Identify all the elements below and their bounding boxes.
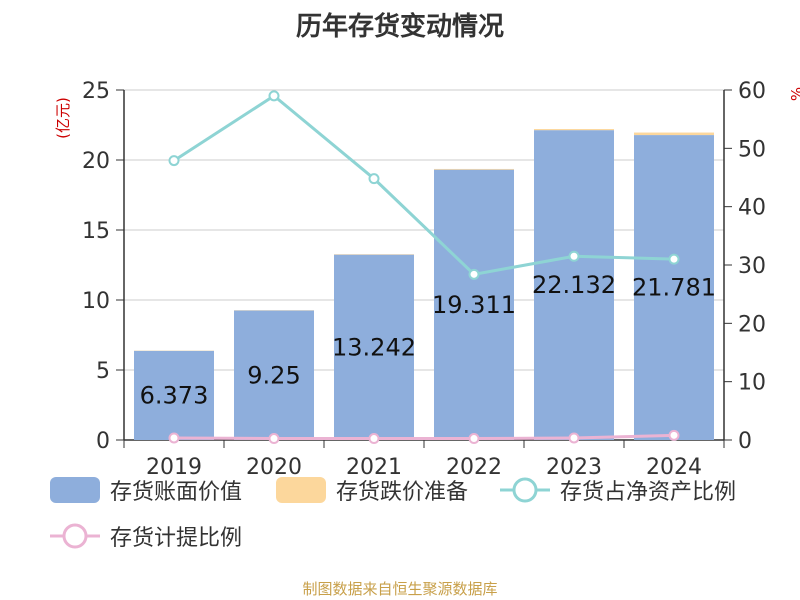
x-tick-label: 2023 — [546, 455, 602, 480]
bar-data-label: 19.311 — [432, 291, 516, 319]
point-provision-ratio — [268, 433, 280, 445]
legend-label: 存货计提比例 — [110, 526, 243, 551]
y-left-tick-label: 0 — [96, 429, 110, 454]
bar-impairment-reserve — [434, 168, 514, 170]
line-net-asset-ratio — [173, 93, 675, 276]
bar-inventory-value — [334, 254, 414, 440]
y-right-tick-label: 0 — [738, 429, 752, 454]
legend-label: 存货跌价准备 — [336, 480, 469, 505]
bar-inventory-value — [434, 169, 514, 440]
legend-item-inventory-value[interactable]: 存货账面价值 — [50, 474, 242, 506]
legend-swatch-blue — [50, 477, 100, 503]
y-left-tick-label: 15 — [82, 219, 110, 244]
legend-item-provision-ratio[interactable]: 存货计提比例 — [50, 520, 242, 552]
bar-impairment-reserve — [634, 132, 714, 136]
legend-item-impairment-reserve[interactable]: 存货跌价准备 — [276, 474, 468, 506]
data-source-note: 制图数据来自恒生聚源数据库 — [302, 580, 498, 598]
legend-swatch-orange — [276, 477, 326, 503]
bar-data-label: 9.25 — [247, 361, 300, 389]
bar-data-label: 6.373 — [140, 381, 209, 409]
bar-data-label: 21.781 — [632, 274, 716, 302]
chart-title: 历年存货变动情况 — [295, 12, 504, 42]
y-right-tick-label: 50 — [738, 137, 766, 162]
legend-label: 存货账面价值 — [110, 480, 243, 505]
point-provision-ratio — [568, 432, 580, 444]
x-tick-label: 2020 — [246, 455, 302, 480]
bar-data-label: 13.242 — [332, 333, 416, 361]
point-provision-ratio — [668, 429, 680, 441]
legend-item-net-asset-ratio[interactable]: 存货占净资产比例 — [500, 474, 736, 506]
x-tick-label: 2019 — [146, 455, 202, 480]
legend-line-teal — [500, 477, 550, 503]
bar-inventory-value — [634, 135, 714, 441]
bar-impairment-reserve — [534, 129, 614, 131]
x-tick-label: 2022 — [446, 455, 502, 480]
point-provision-ratio — [468, 433, 480, 445]
x-tick-label: 2024 — [646, 455, 702, 480]
y-left-tick-label: 10 — [82, 289, 110, 314]
y-left-axis-title: (亿元) — [54, 97, 72, 139]
point-net-asset-ratio — [268, 90, 280, 102]
legend-label: 存货占净资产比例 — [560, 480, 737, 505]
legend-line-pink — [50, 523, 100, 549]
point-net-asset-ratio — [168, 155, 180, 167]
point-net-asset-ratio — [568, 250, 580, 262]
y-right-tick-label: 30 — [738, 254, 766, 279]
point-net-asset-ratio — [468, 268, 480, 280]
y-right-axis-title: % — [788, 87, 800, 101]
point-provision-ratio — [168, 432, 180, 444]
y-left-tick-label: 5 — [96, 359, 110, 384]
y-left-tick-label: 20 — [82, 149, 110, 174]
y-right-tick-label: 60 — [738, 79, 766, 104]
bar-inventory-value — [134, 350, 214, 440]
point-net-asset-ratio — [668, 253, 680, 265]
y-right-tick-label: 10 — [738, 371, 766, 396]
x-tick-label: 2021 — [346, 455, 402, 480]
point-provision-ratio — [368, 433, 380, 445]
line-provision-ratio — [173, 433, 675, 441]
y-right-tick-label: 40 — [738, 196, 766, 221]
bar-inventory-value — [234, 310, 314, 440]
bar-inventory-value — [534, 130, 614, 441]
point-net-asset-ratio — [368, 173, 380, 185]
y-left-tick-label: 25 — [82, 79, 110, 104]
y-right-tick-label: 20 — [738, 312, 766, 337]
bar-data-label: 22.132 — [532, 271, 616, 299]
